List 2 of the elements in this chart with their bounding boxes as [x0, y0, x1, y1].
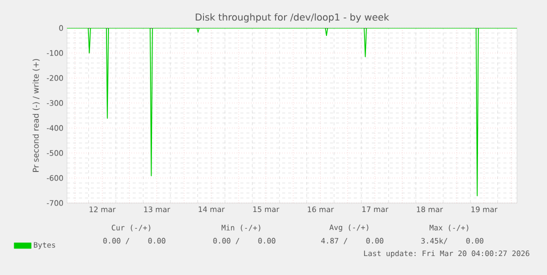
chart-title: Disk throughput for /dev/loop1 - by week: [196, 13, 390, 23]
line-series: [67, 28, 518, 196]
